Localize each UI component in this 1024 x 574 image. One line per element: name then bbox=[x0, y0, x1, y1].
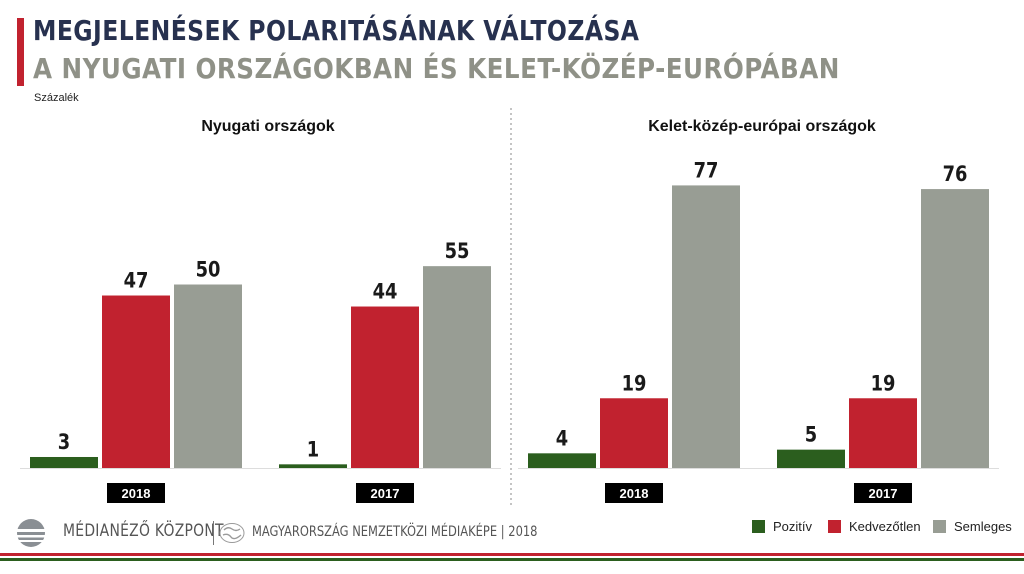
bar-pozitiv bbox=[279, 464, 347, 468]
panel-title: Kelet-közép-európai országok bbox=[648, 118, 876, 135]
bar-kedvezotlen bbox=[351, 306, 419, 468]
data-label-semleges: 77 bbox=[694, 158, 719, 183]
year-label-box bbox=[356, 483, 414, 503]
year-label: 2018 bbox=[620, 486, 649, 501]
footer-stripe-red bbox=[0, 553, 1024, 556]
legend-label-pozitiv: Pozitív bbox=[773, 519, 813, 534]
data-label-semleges: 76 bbox=[943, 162, 968, 187]
data-label-kedvezotlen: 19 bbox=[622, 371, 647, 396]
footer-stripe-green bbox=[0, 558, 1024, 561]
legend-swatch-semleges bbox=[933, 520, 946, 533]
data-label-pozitiv: 1 bbox=[307, 437, 319, 462]
title-accent-bar bbox=[17, 18, 24, 86]
legend-item-pozitiv: Pozitív bbox=[752, 519, 812, 534]
year-label-box bbox=[854, 483, 912, 503]
chart-title: MEGJELENÉSEK POLARITÁSÁNAK VÁLTOZÁSA bbox=[33, 14, 640, 47]
legend-swatch-kedvezotlen bbox=[828, 520, 841, 533]
data-label-pozitiv: 5 bbox=[805, 422, 817, 447]
bar-semleges bbox=[672, 185, 740, 468]
bar-semleges bbox=[423, 266, 491, 468]
year-label-box bbox=[107, 483, 165, 503]
legend-label-semleges: Semleges bbox=[954, 519, 1012, 534]
chart-subtitle: A NYUGATI ORSZÁGOKBAN ÉS KELET-KÖZÉP-EUR… bbox=[33, 52, 840, 85]
year-label: 2018 bbox=[122, 486, 151, 501]
year-label: 2017 bbox=[371, 486, 400, 501]
bar-semleges bbox=[921, 189, 989, 468]
legend-swatch-pozitiv bbox=[752, 520, 765, 533]
bar-kedvezotlen bbox=[849, 398, 917, 468]
bar-kedvezotlen bbox=[600, 398, 668, 468]
data-label-kedvezotlen: 19 bbox=[871, 371, 896, 396]
bar-pozitiv bbox=[528, 453, 596, 468]
data-label-semleges: 55 bbox=[445, 239, 470, 264]
legend-item-kedvezotlen: Kedvezőtlen bbox=[828, 519, 921, 534]
year-label: 2017 bbox=[869, 486, 898, 501]
bar-pozitiv bbox=[30, 456, 98, 468]
data-label-semleges: 50 bbox=[196, 257, 221, 282]
footer-separator bbox=[213, 521, 214, 545]
data-label-kedvezotlen: 47 bbox=[124, 268, 149, 293]
footer-subbrand: MAGYARORSZÁG NEMZETKÖZI MÉDIAKÉPE | 2018 bbox=[252, 524, 538, 540]
data-label-pozitiv: 4 bbox=[556, 426, 568, 451]
year-label-box bbox=[605, 483, 663, 503]
legend-item-semleges: Semleges bbox=[933, 519, 1012, 534]
data-label-pozitiv: 3 bbox=[58, 430, 70, 455]
footer-brand: MÉDIANÉZŐ KÖZPONT bbox=[63, 521, 224, 541]
bar-kedvezotlen bbox=[102, 295, 170, 468]
legend-label-kedvezotlen: Kedvezőtlen bbox=[849, 519, 921, 534]
bar-semleges bbox=[174, 284, 242, 468]
world-map-icon bbox=[219, 523, 245, 543]
medianezo-logo-icon bbox=[17, 519, 45, 547]
bar-pozitiv bbox=[777, 449, 845, 468]
unit-label: Százalék bbox=[34, 92, 79, 104]
data-label-kedvezotlen: 44 bbox=[373, 279, 398, 304]
panel-title: Nyugati országok bbox=[201, 118, 334, 135]
